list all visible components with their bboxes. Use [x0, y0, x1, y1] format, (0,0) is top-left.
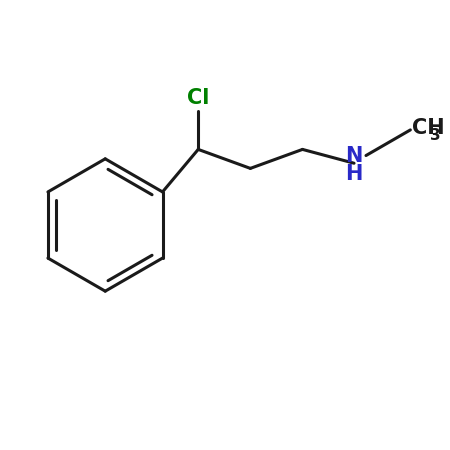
Text: 3: 3 [430, 127, 441, 143]
Text: Cl: Cl [187, 88, 209, 108]
Text: N: N [345, 145, 363, 166]
Text: H: H [345, 164, 363, 184]
Text: CH: CH [413, 118, 445, 138]
